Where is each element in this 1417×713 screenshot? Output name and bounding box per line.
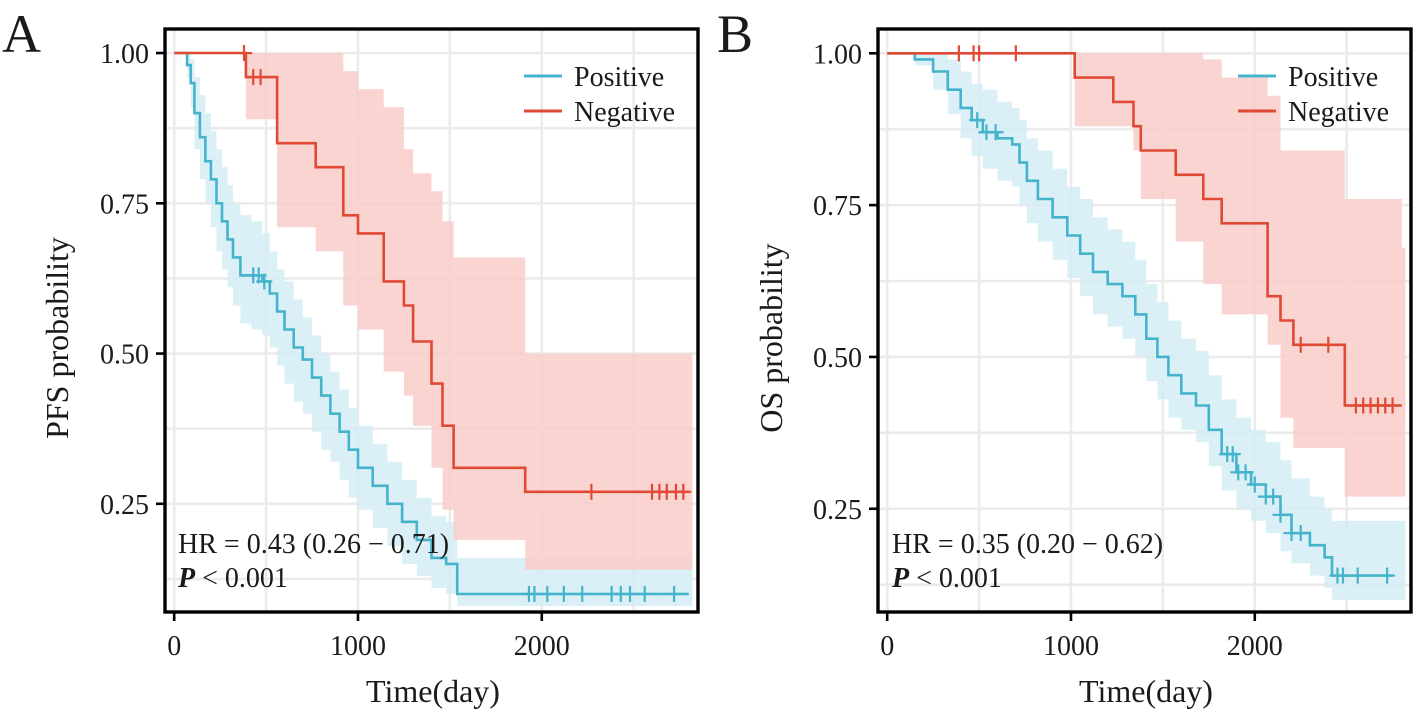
panel-a-legend-negative: Negative	[574, 97, 675, 128]
panel-a-x-tick-label: 1000	[330, 631, 386, 662]
panel-a-censor-mark-positive	[621, 585, 638, 602]
panel-b-legend-negative: Negative	[1288, 97, 1389, 128]
panel-b-censor-mark-positive	[1246, 476, 1263, 493]
panel-b-x-tick-label: 1000	[1043, 631, 1099, 662]
panel-a-frame	[163, 27, 700, 614]
panel-a-y-tick-label: 0.50	[100, 340, 149, 371]
panel-a-ci-band-positive	[174, 53, 693, 606]
panel-a-censor-mark-positive	[539, 585, 556, 602]
panel-b-x-axis-title: Time(day)	[1079, 673, 1213, 709]
panel-b-censor-mark-positive	[1334, 567, 1351, 584]
panel-b-censor-mark-positive	[987, 124, 1004, 141]
panel-a-curves	[174, 51, 689, 596]
panel-a-censor-mark-negative	[236, 45, 253, 62]
panel-a-x-axis-title: Time(day)	[366, 673, 500, 709]
panel-a-y-tick-label: 0.75	[100, 189, 149, 220]
panel-b-censor-mark-positive	[1224, 446, 1241, 463]
panel-a-curve-negative	[174, 51, 689, 494]
panel-b-os: B 0 1000 2000 0.25 0.50 0.75 1.00 Time(day) OS…	[717, 4, 1413, 709]
panel-b-y-tick-label: 0.50	[813, 343, 862, 374]
panel-a-censor-mark-negative	[675, 483, 692, 500]
panel-a-curve-positive	[174, 51, 689, 596]
panel-b-frame	[876, 27, 1413, 614]
panel-b-censor-mark-positive	[1292, 525, 1309, 542]
panel-b-y-tick-label: 0.75	[813, 191, 862, 222]
panel-b-p-symbol: P	[891, 563, 910, 594]
panel-b-ci-band-negative	[887, 53, 1406, 497]
panel-b-censor-mark-negative	[1384, 397, 1401, 414]
panel-a-censor-mark-positive	[666, 585, 683, 602]
panel-a-hr-annotation: HR = 0.43 (0.26 − 0.71)	[178, 529, 449, 560]
panel-b-label: B	[717, 4, 753, 64]
panel-a-censor-mark-positive	[574, 585, 591, 602]
panel-a-legend-positive: Positive	[574, 62, 664, 93]
panel-a-label: A	[2, 4, 41, 64]
panel-a-censor-mark-positive	[555, 585, 572, 602]
panel-b-censor-mark-negative	[1320, 336, 1337, 353]
panel-a-p-symbol: P	[177, 563, 196, 594]
panel-a-y-tick-label: 1.00	[100, 39, 149, 70]
panel-b-hr-annotation: HR = 0.35 (0.20 − 0.62)	[892, 529, 1163, 560]
panel-b-censor-mark-negative	[1292, 336, 1309, 353]
panel-b-censor-marks	[950, 45, 1401, 584]
panel-b-y-tick-label: 0.25	[813, 495, 862, 526]
panel-a-censor-marks	[236, 45, 692, 602]
panel-b-legend: Positive Negative	[1238, 62, 1389, 128]
panel-b-censor-mark-positive	[1379, 567, 1396, 584]
panel-b-y-tick-label: 1.00	[813, 39, 862, 70]
panel-b-legend-positive: Positive	[1288, 62, 1378, 93]
panel-b-y-axis-title: OS probability	[753, 243, 789, 432]
panel-a-legend: Positive Negative	[524, 62, 675, 128]
panel-a-bands	[174, 53, 693, 606]
panel-a-p-value: < 0.001	[195, 563, 288, 594]
panel-a-x-tick-label: 2000	[514, 631, 570, 662]
panel-b-censor-mark-positive	[1349, 567, 1366, 584]
panel-b-p-value: < 0.001	[909, 563, 1002, 594]
panel-a-censor-mark-negative	[583, 483, 600, 500]
panel-a-censor-mark-positive	[636, 585, 653, 602]
panel-a-ci-band-negative	[174, 53, 693, 570]
panel-a-censor-mark-negative	[252, 69, 269, 86]
panel-b-censor-mark-positive	[1237, 464, 1254, 481]
panel-a-y-axis-title: PFS probability	[39, 237, 75, 439]
panel-b-censor-mark-negative	[971, 45, 988, 62]
panel-b-ticks: 0 1000 2000 0.25 0.50 0.75 1.00	[813, 39, 1283, 662]
panel-b-censor-mark-negative	[950, 45, 967, 62]
panel-a-x-tick-label: 0	[167, 631, 181, 662]
panel-b-x-tick-label: 2000	[1227, 631, 1283, 662]
panel-a-y-tick-label: 0.25	[100, 490, 149, 521]
panel-b-censor-mark-positive	[1265, 488, 1282, 505]
panel-b-censor-mark-negative	[1007, 45, 1024, 62]
panel-a-censor-mark-positive	[256, 273, 273, 290]
panel-b-censor-mark-positive	[969, 112, 986, 129]
panel-b-censor-mark-positive	[1272, 506, 1289, 523]
panel-b-p-annotation: P < 0.001	[891, 563, 1002, 594]
panel-b-x-tick-label: 0	[880, 631, 894, 662]
panel-b-curve-negative	[887, 52, 1402, 407]
panel-a-pfs: A 0 1000 2000 0.25 0.50 0.75 1.00 Time(day) PF…	[2, 4, 700, 709]
panel-a-ticks: 0 1000 2000 0.25 0.50 0.75 1.00	[100, 39, 570, 662]
panel-a-p-annotation: P < 0.001	[177, 563, 288, 594]
